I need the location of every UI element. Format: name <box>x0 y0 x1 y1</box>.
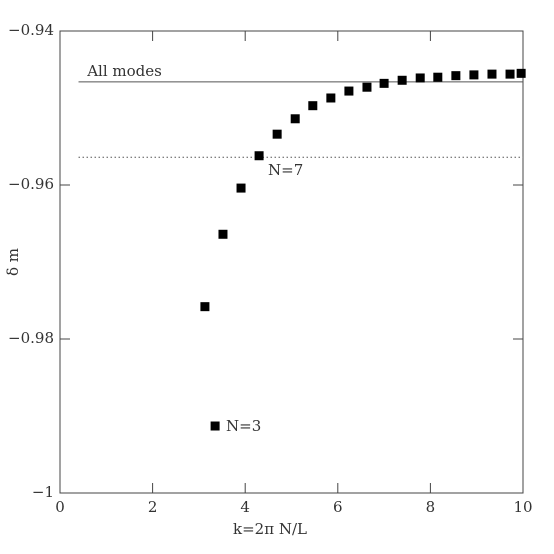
x-tick-label: 2 <box>148 498 158 516</box>
plot-frame <box>59 30 524 494</box>
data-point <box>433 72 443 82</box>
y-tick-label: −0.96 <box>8 175 54 193</box>
data-point <box>487 69 497 79</box>
data-point <box>505 69 515 79</box>
x-tick-label: 10 <box>513 498 532 516</box>
data-point <box>200 302 210 312</box>
annotation: N=3 <box>226 417 261 435</box>
data-point <box>397 75 407 85</box>
y-tick-label: −0.98 <box>8 329 54 347</box>
y-tick-label: −0.94 <box>8 21 54 39</box>
data-point <box>344 86 354 96</box>
x-tick-label: 8 <box>426 498 436 516</box>
y-tick-label: −1 <box>32 483 54 501</box>
x-tick-label: 4 <box>240 498 250 516</box>
data-point <box>218 229 228 239</box>
data-point <box>469 70 479 80</box>
x-axis-label: k=2π N/L <box>233 520 307 538</box>
data-point <box>210 421 220 431</box>
data-point <box>415 73 425 83</box>
data-point <box>272 129 282 139</box>
data-point <box>236 183 246 193</box>
data-point <box>290 114 300 124</box>
data-point <box>326 93 336 103</box>
x-tick-label: 6 <box>333 498 343 516</box>
x-tick-label: 0 <box>55 498 65 516</box>
data-point <box>379 78 389 88</box>
reference-label: All modes <box>86 62 162 80</box>
data-point <box>362 82 372 92</box>
data-point <box>308 101 318 111</box>
y-axis-label: δ m <box>4 248 22 276</box>
annotation: N=7 <box>268 161 303 179</box>
data-point <box>516 68 526 78</box>
data-point <box>451 71 461 81</box>
data-point <box>254 151 264 161</box>
